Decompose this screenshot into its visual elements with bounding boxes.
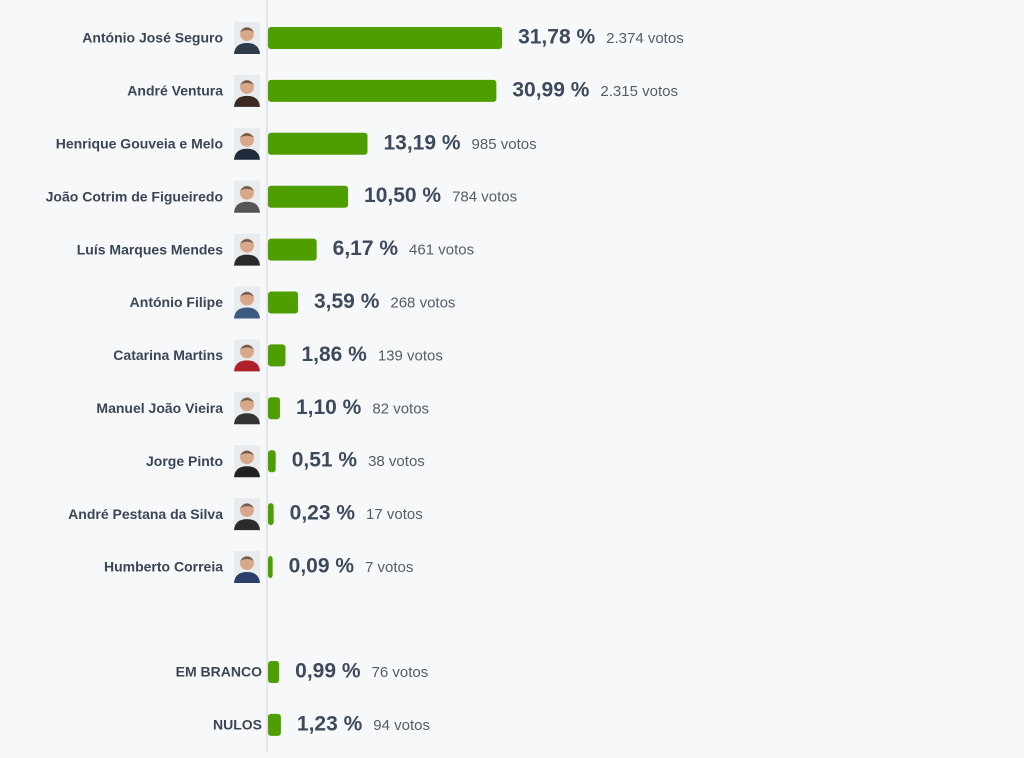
bar: [268, 556, 273, 578]
vote-label: 38 votos: [368, 453, 425, 470]
candidate-photo: [234, 180, 260, 213]
photo-body: [234, 519, 260, 531]
photo-hair: [240, 27, 254, 32]
photo-body: [234, 254, 260, 266]
bar: [268, 661, 280, 683]
photo-body: [234, 95, 260, 107]
vote-label: 7 votos: [365, 559, 413, 576]
photo-body: [234, 148, 260, 160]
vote-label: 139 votos: [378, 347, 443, 364]
value-label: 31,78 %: [518, 26, 595, 49]
bar: [268, 185, 349, 208]
photo-hair: [240, 239, 254, 244]
value-label: 1,23 %: [297, 712, 363, 735]
candidate-photo: [234, 392, 260, 425]
vote-label: 2.315 votos: [600, 83, 678, 100]
photo-body: [234, 572, 260, 583]
category-label: Catarina Martins: [113, 347, 223, 363]
bar: [268, 450, 276, 473]
candidate-photo: [234, 286, 260, 319]
value-label: 1,86 %: [301, 343, 367, 366]
vote-label: 94 votos: [373, 717, 430, 734]
value-label: 10,50 %: [364, 184, 441, 207]
vote-label: 268 votos: [390, 294, 455, 311]
photo-body: [234, 413, 260, 425]
vote-label: 985 votos: [472, 136, 537, 153]
photo-hair: [240, 292, 254, 297]
vote-label: 76 votos: [372, 664, 429, 681]
category-label: André Pestana da Silva: [68, 506, 223, 522]
candidate-photo: [234, 445, 260, 478]
category-label: André Ventura: [127, 83, 223, 99]
bar: [268, 291, 298, 314]
category-label: António Filipe: [130, 294, 224, 310]
value-label: 0,23 %: [290, 502, 356, 525]
value-label: 0,99 %: [295, 660, 361, 683]
category-label: Humberto Correia: [104, 559, 223, 575]
bar: [268, 344, 286, 367]
photo-hair: [240, 450, 254, 456]
value-label: 13,19 %: [383, 131, 460, 154]
bar: [268, 503, 274, 526]
candidate-photo: [234, 498, 260, 531]
photo-hair: [240, 186, 254, 191]
vote-label: 784 votos: [452, 189, 517, 206]
category-label: João Cotrim de Figueiredo: [46, 188, 223, 204]
category-label: António José Seguro: [82, 30, 223, 46]
candidate-photo: [234, 22, 260, 54]
photo-body: [234, 307, 260, 319]
category-label: Luís Marques Mendes: [77, 241, 223, 257]
bar: [268, 79, 497, 102]
bar: [268, 27, 503, 49]
category-label: EM BRANCO: [176, 664, 262, 680]
bar: [268, 238, 317, 261]
value-label: 1,10 %: [296, 396, 362, 419]
candidate-photo: [234, 551, 260, 583]
candidate-photo: [234, 233, 260, 266]
category-label: Manuel João Vieira: [96, 400, 223, 416]
value-label: 0,51 %: [292, 449, 358, 472]
candidate-photo: [234, 339, 260, 372]
value-label: 0,09 %: [289, 555, 355, 578]
photo-body: [234, 43, 260, 54]
candidate-photo: [234, 127, 260, 160]
bar: [268, 713, 281, 736]
photo-hair: [240, 556, 254, 561]
value-label: 3,59 %: [314, 290, 380, 313]
candidate-photo: [234, 74, 260, 107]
vote-label: 461 votos: [409, 242, 474, 259]
vote-label: 17 votos: [366, 506, 423, 523]
category-label: NULOS: [213, 717, 262, 733]
photo-hair: [240, 397, 254, 403]
bar: [268, 132, 368, 155]
photo-hair: [240, 503, 254, 509]
category-label: Jorge Pinto: [146, 453, 223, 469]
vote-label: 2.374 votos: [606, 30, 684, 47]
photo-hair: [240, 344, 254, 350]
value-label: 6,17 %: [333, 237, 399, 260]
photo-body: [234, 201, 260, 213]
photo-hair: [240, 133, 254, 138]
category-label: Henrique Gouveia e Melo: [56, 136, 223, 152]
photo-hair: [240, 80, 254, 85]
value-label: 30,99 %: [512, 78, 589, 101]
bar: [268, 397, 280, 420]
photo-body: [234, 360, 260, 372]
photo-body: [234, 466, 260, 478]
vote-label: 82 votos: [372, 400, 429, 417]
